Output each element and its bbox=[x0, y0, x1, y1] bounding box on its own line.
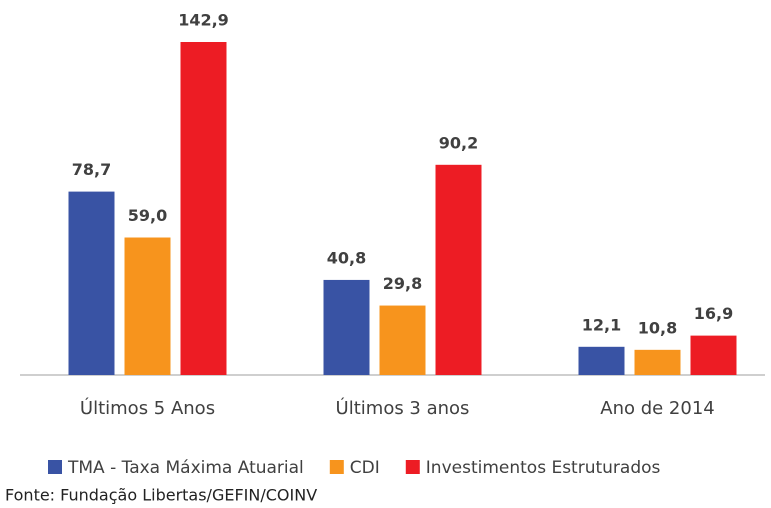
bar bbox=[379, 305, 426, 375]
legend-swatch bbox=[329, 460, 344, 474]
x-tick-label: Últimos 5 Anos bbox=[80, 397, 215, 419]
x-tick-label: Ano de 2014 bbox=[600, 398, 715, 419]
value-label: 142,9 bbox=[178, 11, 229, 30]
value-label: 29,8 bbox=[383, 274, 422, 293]
value-label: 16,9 bbox=[694, 304, 733, 323]
bar bbox=[435, 164, 482, 375]
bar bbox=[180, 42, 227, 375]
legend-label: Investimentos Estruturados bbox=[426, 458, 661, 478]
bar bbox=[634, 349, 681, 375]
source: Fonte: Fundação Libertas/GEFIN/COINV bbox=[5, 486, 317, 505]
value-label: 40,8 bbox=[327, 248, 366, 267]
legend-label: CDI bbox=[350, 458, 380, 478]
bar bbox=[690, 335, 737, 375]
value-label: 12,1 bbox=[582, 315, 621, 334]
value-label: 59,0 bbox=[128, 206, 167, 225]
legend-swatch bbox=[405, 460, 420, 474]
value-label: 90,2 bbox=[439, 133, 478, 152]
bar bbox=[68, 191, 115, 375]
value-label: 78,7 bbox=[72, 160, 111, 179]
legend-label: TMA - Taxa Máxima Atuarial bbox=[67, 458, 304, 478]
bar bbox=[578, 346, 625, 375]
x-tick-label: Últimos 3 anos bbox=[336, 397, 470, 419]
bar bbox=[124, 237, 171, 375]
bar bbox=[323, 279, 370, 375]
legend-swatch bbox=[48, 460, 62, 474]
value-label: 10,8 bbox=[638, 318, 677, 337]
